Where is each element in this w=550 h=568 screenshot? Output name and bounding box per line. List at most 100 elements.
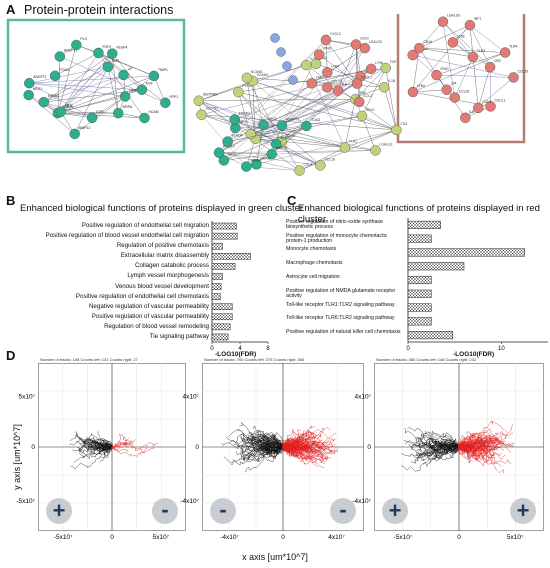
cell-track [408, 443, 460, 457]
cell-track [428, 446, 460, 464]
green-node [160, 97, 171, 108]
bar-category-label: Venous blood vessel development [115, 282, 209, 290]
bar [407, 303, 432, 312]
mid-green-node-label: PLAUR [232, 134, 244, 138]
cell-track [70, 446, 113, 470]
cell-track [458, 446, 488, 456]
mid-green-node [266, 148, 277, 160]
panel-b-letter: B [6, 193, 16, 208]
cell-track [458, 446, 487, 462]
x-axis-title: -LOG10(FDR) [453, 351, 495, 358]
cell-track [235, 440, 284, 461]
cell-track [263, 446, 284, 459]
cell-track [97, 431, 113, 448]
mid-red-node [365, 63, 377, 75]
cell-track [281, 430, 303, 448]
green-node-label: SPP1 [169, 95, 178, 99]
green-node [119, 91, 131, 102]
inter-cluster-edges [198, 39, 397, 171]
cell-track [457, 446, 493, 463]
x-tick-label: 8 [266, 346, 270, 352]
cell-track [261, 446, 284, 460]
red-cluster-bar-chart: 0 10 Positive regulation of nitric-oxide s… [280, 216, 550, 358]
cell-track [458, 438, 493, 452]
red-node [473, 102, 484, 114]
other-node-label: SLC7A1 [206, 107, 219, 111]
bar [211, 303, 233, 310]
bar [407, 331, 454, 340]
cell-track [282, 439, 313, 456]
cell-track [282, 444, 307, 452]
track-plot-header: Number of tracks: 760 Counts left: 375 C… [204, 357, 305, 362]
green-node-label: TIMP1 [158, 68, 168, 72]
x-tick-label: 0 [110, 534, 114, 541]
bar-category-label: Positive regulation of endothelial cell … [75, 292, 209, 300]
x-tick-label: 0 [457, 534, 461, 541]
other-node [315, 160, 326, 171]
green-node-label: LIF [128, 67, 133, 71]
y-tick-label: -4x10⁷ [180, 498, 199, 505]
mid-green-node-label: MMP12 [223, 145, 235, 149]
cell-track [247, 437, 284, 448]
other-node [193, 95, 204, 106]
cell-track [414, 440, 460, 462]
other-node [339, 142, 351, 153]
cell-track [407, 427, 460, 449]
cell-track [413, 443, 460, 459]
bar-category-label: Positive regulation of endothelial cell … [81, 222, 209, 230]
cell-track [74, 431, 113, 451]
other-node-label: NCAM1 [251, 70, 263, 74]
green-node [102, 61, 114, 73]
red-cluster-box [396, 14, 526, 144]
mid-red-node [353, 96, 365, 108]
cell-track [99, 442, 113, 451]
mid-green-node [251, 159, 262, 170]
green-node [107, 48, 118, 59]
panel-a-letter: A [6, 2, 16, 17]
cell-track [256, 432, 284, 448]
mid-red-node [359, 42, 371, 54]
bar-category-label: Regulation of positive chemotaxis [116, 242, 209, 250]
other-node-label: TNF [359, 91, 366, 95]
right-plus-icon: + [510, 498, 536, 524]
bar-category-label: Extracellular matrix disassembly [120, 252, 209, 260]
green-node [54, 51, 66, 62]
bar [211, 222, 237, 230]
bar-category-label: Positive regulation of monocyte chemotac… [286, 232, 388, 245]
green-node-label: MMP12 [79, 126, 91, 130]
green-node [24, 77, 35, 89]
red-node [431, 69, 442, 81]
x-axis-title: -LOG10(FDR) [215, 351, 257, 358]
green-node-label: MET [65, 104, 72, 108]
mid-red-node-label: LY96 [375, 61, 383, 65]
mid-red-node [322, 67, 333, 78]
track-plot: Number of tracks: 158 Counts left: 131 C… [16, 357, 186, 541]
red-node [441, 84, 452, 95]
bar-category-label: Collagen catabolic process [135, 262, 209, 270]
mid-green-node [301, 120, 312, 132]
panel-c-title: Enhanced biological functions of protein… [298, 203, 540, 225]
other-node [294, 165, 305, 176]
cell-track [458, 446, 495, 456]
y-axis-label: y axis [um*10^7] [12, 424, 22, 490]
red-node-label: TLR2 [477, 49, 485, 53]
blue-node [282, 61, 292, 71]
cell-track [458, 441, 481, 449]
green-node [38, 96, 49, 108]
green-node-label: IGF1 [112, 59, 120, 63]
bar [211, 273, 223, 280]
bar [407, 289, 432, 298]
bar-category-label: Positive regulation of natural killer ce… [286, 329, 401, 336]
cell-track [457, 446, 502, 467]
left-plus-icon: + [46, 498, 72, 524]
other-node-label: TLR1 [349, 139, 357, 143]
bar [211, 253, 251, 260]
other-node [356, 110, 368, 122]
red-node-label: LGALS3 [447, 14, 460, 18]
x-tick-label: 10 [498, 346, 505, 352]
track-plot: Number of tracks: 760 Counts left: 375 C… [180, 357, 364, 541]
green-edges [28, 44, 166, 135]
cell-track [435, 444, 460, 457]
mid-green-node [213, 147, 225, 158]
bar [407, 317, 432, 326]
